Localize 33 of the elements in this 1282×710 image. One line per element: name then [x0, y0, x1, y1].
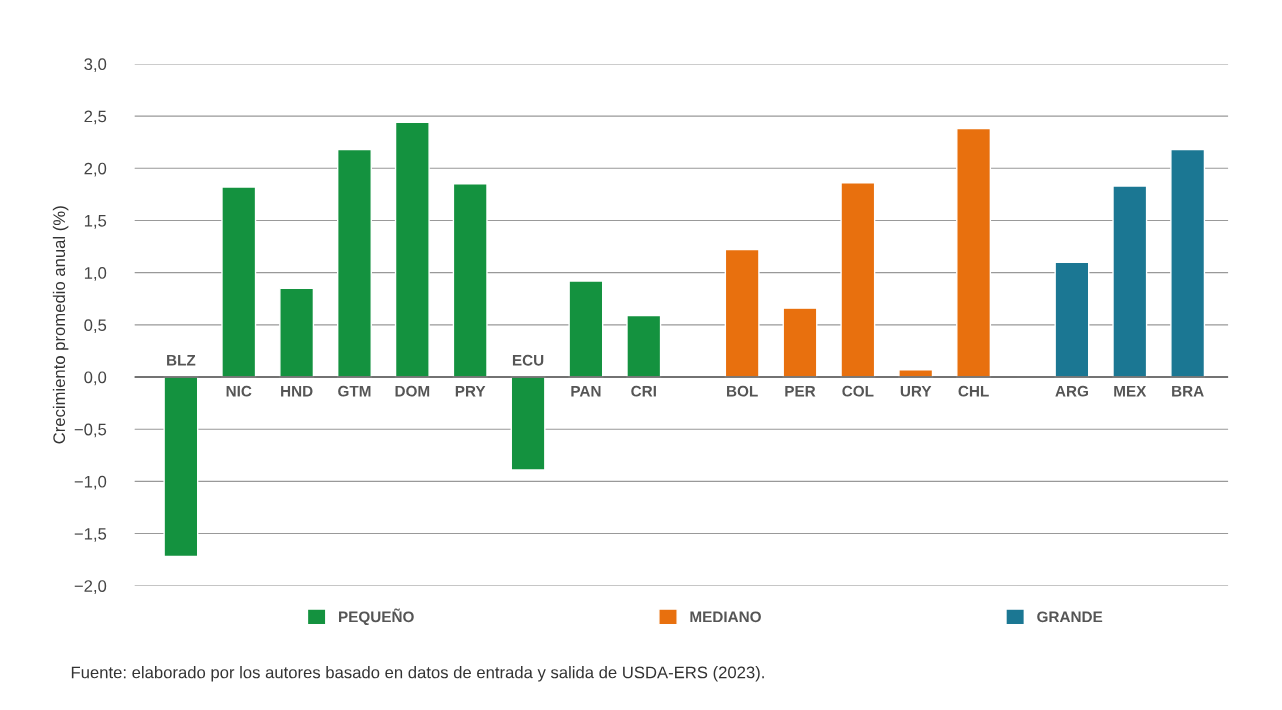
x-tick-label: CRI: [631, 385, 656, 397]
x-tick-label: COL: [842, 385, 874, 397]
legend-label: PEQUEÑO: [339, 608, 414, 626]
y-tick-label: 0,0: [84, 371, 107, 386]
y-tick-label: −0,5: [74, 423, 107, 438]
x-tick-label: ARG: [1055, 385, 1088, 397]
x-tick-label: BLZ: [167, 354, 196, 366]
y-tick-label: 1,0: [84, 267, 107, 281]
x-tick-label: PRY: [455, 385, 486, 397]
x-tick-label: GTM: [338, 385, 371, 397]
y-tick-label: −1,5: [74, 528, 107, 542]
y-tick-label: 0,5: [84, 319, 107, 333]
x-tick-label: MEX: [1114, 385, 1147, 397]
legend-label: MEDIANO: [690, 611, 761, 623]
source-note: Fuente: elaborado por los autores basado en datos de entrada y salida de USDA-ERS (2023).: [71, 666, 764, 682]
x-tick-label: DOM: [395, 385, 430, 397]
x-tick-label: BOL: [727, 385, 758, 397]
x-tick-label: ECU: [512, 354, 544, 366]
y-tick-label: 2,5: [84, 110, 107, 125]
x-tick-label: CHL: [958, 385, 989, 397]
y-axis-title: Crecimiento promedio anual (%): [52, 206, 69, 444]
y-tick-label: −2,0: [74, 580, 107, 594]
y-tick-label: 3,0: [84, 58, 107, 73]
x-tick-label: HND: [281, 385, 313, 397]
x-tick-label: URY: [900, 385, 932, 397]
legend-label: GRANDE: [1037, 611, 1103, 623]
y-tick-label: −1,0: [74, 475, 107, 490]
x-tick-label: NIC: [226, 385, 252, 397]
x-tick-label: PAN: [571, 385, 601, 397]
y-tick-label: 2,0: [84, 162, 107, 177]
y-tick-label: 1,5: [84, 215, 107, 229]
x-tick-label: BRA: [1172, 385, 1204, 397]
x-tick-label: PER: [785, 385, 816, 397]
